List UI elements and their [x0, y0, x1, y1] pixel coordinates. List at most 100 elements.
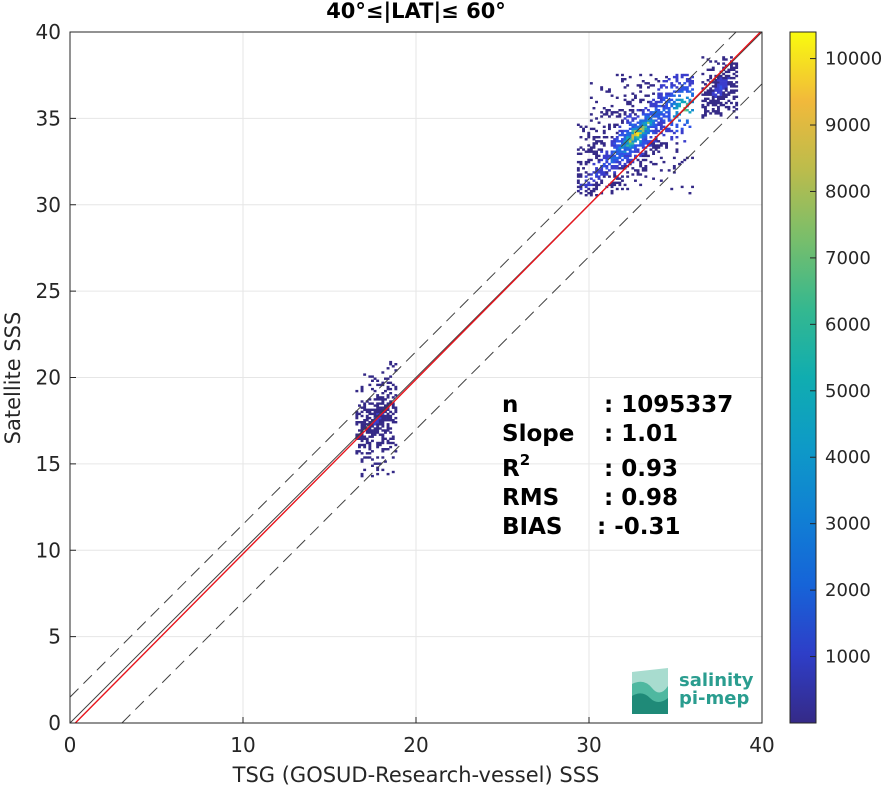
- density-cell: [644, 133, 648, 137]
- density-cell: [634, 127, 637, 131]
- density-cell: [701, 114, 705, 117]
- density-cell: [589, 96, 593, 99]
- density-cell: [730, 62, 733, 65]
- density-cell: [389, 410, 393, 414]
- density-cell: [355, 389, 359, 393]
- density-cell: [589, 148, 593, 151]
- density-cell: [722, 56, 726, 59]
- density-cell: [605, 113, 609, 116]
- density-cell: [621, 78, 624, 81]
- density-cell: [589, 113, 593, 116]
- density-cell: [654, 100, 658, 104]
- density-cell: [358, 429, 361, 432]
- density-cell: [675, 129, 679, 133]
- density-cell: [610, 181, 614, 184]
- density-cell: [371, 474, 374, 478]
- density-cell: [365, 452, 369, 455]
- density-cell: [623, 113, 627, 116]
- density-cell: [732, 72, 736, 76]
- density-cell: [662, 133, 666, 137]
- density-cell: [665, 111, 668, 114]
- density-cell: [589, 82, 593, 85]
- density-cell: [621, 133, 624, 137]
- density-cell: [381, 402, 385, 405]
- density-cell: [649, 148, 653, 151]
- density-cell: [582, 127, 585, 131]
- density-cell: [615, 96, 619, 99]
- density-cell: [714, 79, 718, 82]
- density-cell: [621, 131, 624, 135]
- density-cell: [618, 140, 622, 143]
- density-cell: [615, 181, 619, 184]
- density-cell: [709, 93, 713, 96]
- density-cell: [691, 92, 694, 95]
- density-cell: [615, 177, 619, 180]
- density-cell: [610, 165, 614, 168]
- density-cell: [389, 427, 393, 430]
- density-cell: [652, 104, 655, 108]
- density-cell: [735, 81, 739, 84]
- density-cell: [730, 83, 733, 86]
- density-cell: [371, 435, 374, 438]
- density-cell: [641, 121, 645, 124]
- density-cell: [675, 80, 679, 83]
- density-cell: [670, 94, 674, 97]
- density-cell: [654, 107, 658, 110]
- density-cell: [644, 129, 648, 133]
- density-cell: [613, 158, 617, 162]
- density-cell: [714, 110, 718, 113]
- density-cell: [587, 158, 591, 162]
- density-cell: [394, 387, 398, 391]
- density-cell: [652, 111, 655, 114]
- density-cell: [605, 150, 609, 153]
- density-cell: [584, 185, 588, 189]
- density-cell: [595, 100, 598, 104]
- density-cell: [602, 113, 606, 116]
- density-cell: [672, 131, 676, 135]
- density-cell: [381, 398, 385, 401]
- density-cell: [595, 129, 598, 133]
- density-cell: [394, 363, 398, 366]
- density-cell: [365, 416, 369, 420]
- density-cell: [355, 421, 359, 424]
- density-cell: [391, 441, 395, 445]
- density-cell: [600, 115, 604, 118]
- density-cell: [368, 398, 372, 401]
- density-cell: [600, 150, 604, 153]
- density-cell: [391, 402, 395, 405]
- density-cell: [610, 144, 614, 147]
- density-cell: [667, 78, 671, 81]
- density-cell: [595, 142, 598, 145]
- y-tick-label: 20: [36, 366, 61, 390]
- density-cell: [597, 148, 601, 151]
- density-cell: [600, 158, 604, 162]
- density-cell: [626, 100, 630, 104]
- density-cell: [730, 85, 733, 88]
- density-cell: [714, 60, 718, 63]
- density-cell: [576, 173, 580, 176]
- density-cell: [602, 175, 606, 178]
- density-cell: [639, 127, 643, 131]
- density-cell: [386, 367, 390, 370]
- density-cell: [610, 158, 614, 162]
- density-cell: [605, 165, 609, 168]
- density-cell: [672, 90, 676, 93]
- density-cell: [618, 183, 622, 187]
- density-cell: [717, 97, 720, 100]
- density-cell: [675, 111, 679, 114]
- density-cell: [644, 175, 648, 178]
- density-cell: [373, 412, 377, 416]
- density-cell: [381, 419, 385, 422]
- density-cell: [363, 456, 367, 459]
- density-cell: [631, 144, 635, 147]
- density-cell: [378, 423, 382, 426]
- density-cell: [376, 441, 380, 445]
- density-cell: [595, 167, 598, 170]
- density-cell: [613, 123, 617, 126]
- density-cell: [391, 470, 395, 474]
- density-cell: [704, 112, 707, 115]
- density-cell: [592, 150, 596, 153]
- density-cell: [659, 94, 663, 97]
- density-cell: [722, 76, 726, 80]
- density-cell: [730, 76, 733, 80]
